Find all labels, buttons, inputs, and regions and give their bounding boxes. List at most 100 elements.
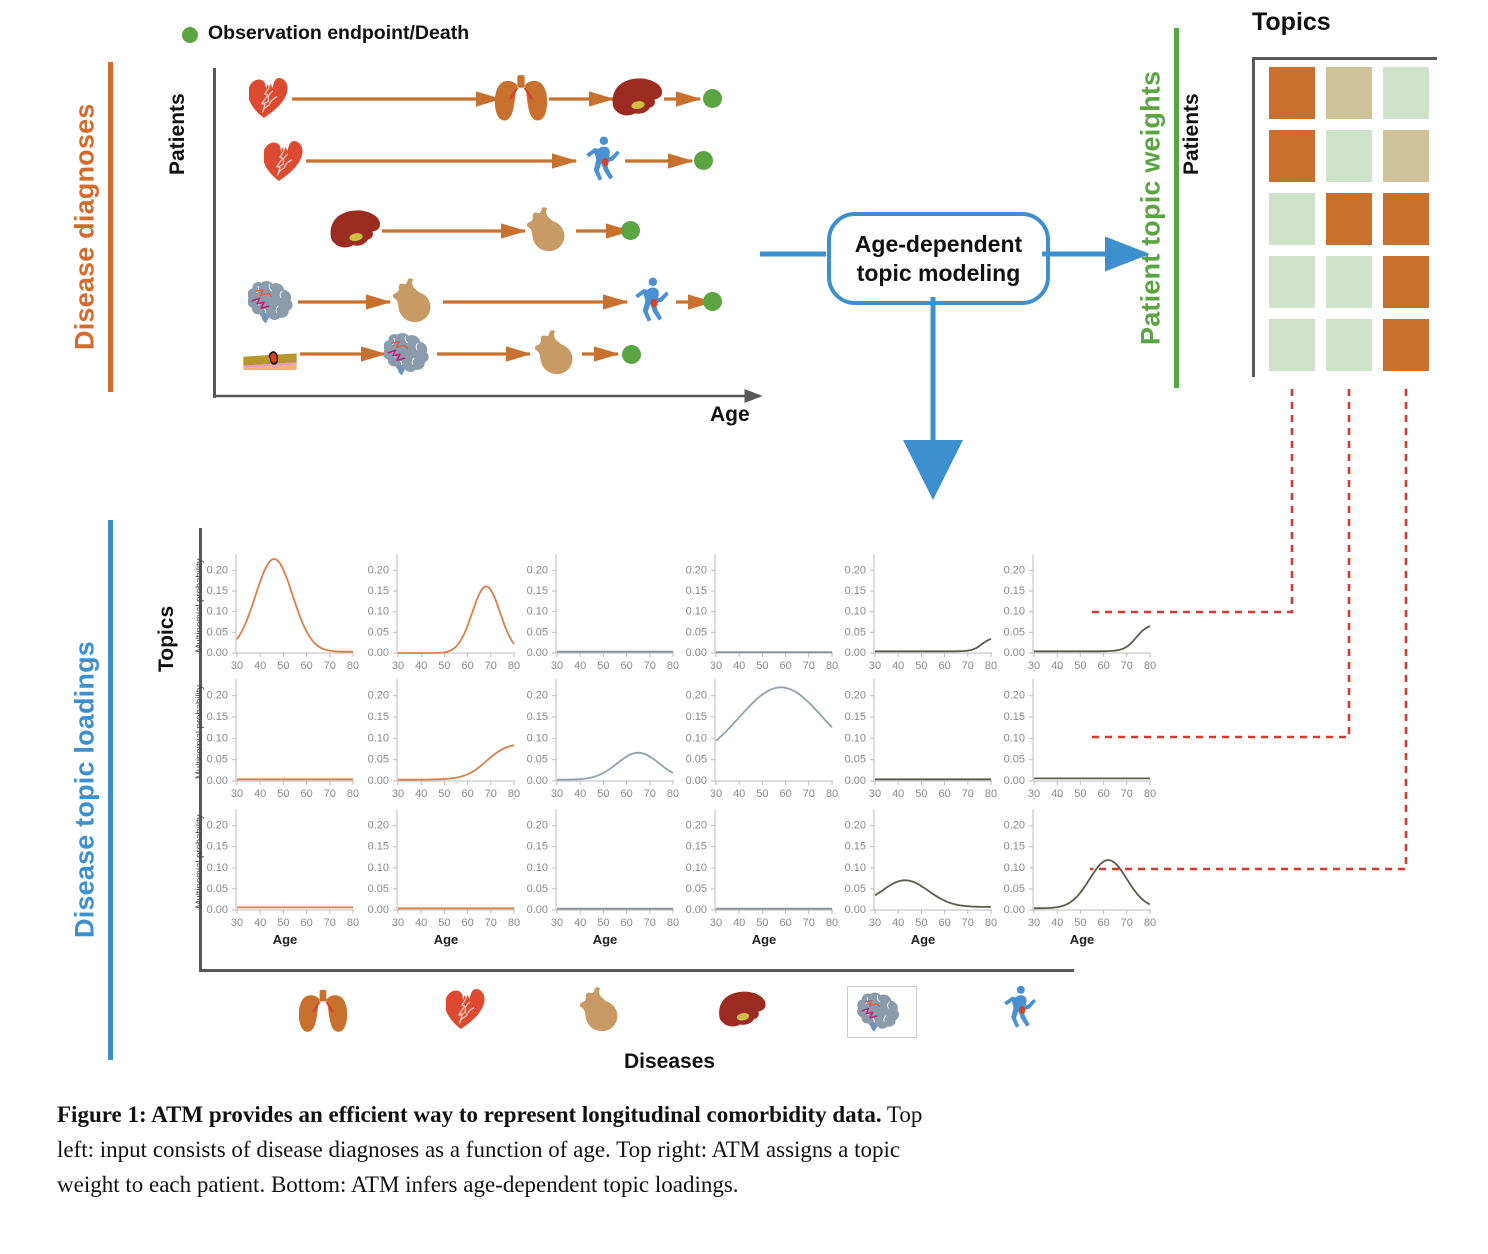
svg-text:50: 50 [277,917,289,929]
svg-text:0.10: 0.10 [1004,606,1025,618]
svg-text:70: 70 [1121,917,1133,929]
svg-text:0.00: 0.00 [845,904,866,916]
svg-text:0.10: 0.10 [527,606,548,618]
svg-text:50: 50 [756,788,768,800]
svg-text:0.10: 0.10 [368,732,389,744]
svg-text:40: 40 [1051,660,1063,672]
svg-text:0.00: 0.00 [686,647,707,659]
svg-text:70: 70 [324,660,336,672]
svg-text:0.10: 0.10 [527,732,548,744]
svg-text:60: 60 [779,917,791,929]
svg-text:0.20: 0.20 [207,564,228,576]
svg-text:80: 80 [347,660,359,672]
svg-text:0.00: 0.00 [1004,647,1025,659]
svg-text:30: 30 [869,660,881,672]
svg-text:0.10: 0.10 [207,862,228,874]
svg-text:30: 30 [869,788,881,800]
svg-text:70: 70 [803,660,815,672]
svg-text:0.10: 0.10 [368,862,389,874]
svg-text:60: 60 [1097,660,1109,672]
svg-text:30: 30 [1028,917,1040,929]
svg-text:50: 50 [915,917,927,929]
svg-text:0.10: 0.10 [686,606,707,618]
svg-text:80: 80 [1144,917,1156,929]
svg-text:0.05: 0.05 [686,883,707,895]
svg-text:30: 30 [231,917,243,929]
svg-text:50: 50 [597,917,609,929]
svg-text:50: 50 [756,917,768,929]
svg-text:0.15: 0.15 [527,585,548,597]
svg-text:0.15: 0.15 [207,841,228,853]
svg-text:0.20: 0.20 [368,820,389,832]
svg-text:70: 70 [644,788,656,800]
svg-text:60: 60 [779,788,791,800]
svg-text:0.00: 0.00 [207,904,228,916]
svg-text:50: 50 [277,660,289,672]
svg-text:30: 30 [1028,660,1040,672]
svg-text:0.00: 0.00 [368,647,389,659]
svg-text:60: 60 [620,660,632,672]
svg-text:60: 60 [461,788,473,800]
svg-text:Multinomial probability: Multinomial probability [194,558,205,652]
svg-text:0.05: 0.05 [1004,883,1025,895]
svg-text:0.05: 0.05 [686,626,707,638]
svg-text:0.20: 0.20 [207,820,228,832]
svg-text:0.05: 0.05 [845,754,866,766]
svg-text:Multinomial probability: Multinomial probability [194,814,205,908]
svg-text:70: 70 [962,788,974,800]
svg-text:0.20: 0.20 [368,564,389,576]
svg-text:50: 50 [277,788,289,800]
svg-text:0.00: 0.00 [686,904,707,916]
svg-text:40: 40 [892,788,904,800]
svg-text:0.20: 0.20 [527,820,548,832]
svg-text:0.20: 0.20 [368,690,389,702]
svg-text:70: 70 [324,788,336,800]
svg-text:0.00: 0.00 [207,647,228,659]
svg-text:60: 60 [938,788,950,800]
svg-text:0.15: 0.15 [845,841,866,853]
svg-text:0.15: 0.15 [686,585,707,597]
svg-text:70: 70 [485,917,497,929]
svg-text:0.15: 0.15 [207,711,228,723]
svg-text:0.15: 0.15 [527,841,548,853]
svg-text:70: 70 [485,788,497,800]
svg-text:0.15: 0.15 [1004,585,1025,597]
svg-text:0.20: 0.20 [845,690,866,702]
svg-text:Age: Age [434,932,459,947]
svg-text:80: 80 [508,917,520,929]
svg-text:0.15: 0.15 [207,585,228,597]
svg-text:0.20: 0.20 [1004,690,1025,702]
svg-text:Age: Age [1070,932,1095,947]
svg-text:0.20: 0.20 [845,564,866,576]
svg-text:0.05: 0.05 [207,626,228,638]
svg-text:50: 50 [597,660,609,672]
svg-text:0.20: 0.20 [527,690,548,702]
svg-text:50: 50 [915,788,927,800]
svg-text:80: 80 [508,788,520,800]
svg-text:0.20: 0.20 [207,690,228,702]
svg-text:30: 30 [551,917,563,929]
svg-text:30: 30 [392,788,404,800]
svg-text:80: 80 [347,788,359,800]
svg-text:70: 70 [1121,788,1133,800]
svg-text:0.05: 0.05 [1004,754,1025,766]
svg-text:40: 40 [415,788,427,800]
svg-text:0.15: 0.15 [845,711,866,723]
svg-text:60: 60 [1097,917,1109,929]
svg-text:0.15: 0.15 [845,585,866,597]
svg-text:0.05: 0.05 [686,754,707,766]
svg-text:60: 60 [620,917,632,929]
svg-text:0.10: 0.10 [845,606,866,618]
svg-text:0.10: 0.10 [207,732,228,744]
svg-text:70: 70 [962,660,974,672]
svg-text:0.15: 0.15 [686,841,707,853]
svg-text:0.00: 0.00 [686,775,707,787]
svg-text:0.15: 0.15 [368,585,389,597]
svg-text:80: 80 [985,660,997,672]
svg-text:0.20: 0.20 [845,820,866,832]
svg-text:Age: Age [273,932,298,947]
svg-text:80: 80 [667,660,679,672]
svg-text:30: 30 [551,660,563,672]
svg-text:0.15: 0.15 [368,711,389,723]
svg-text:0.05: 0.05 [527,883,548,895]
